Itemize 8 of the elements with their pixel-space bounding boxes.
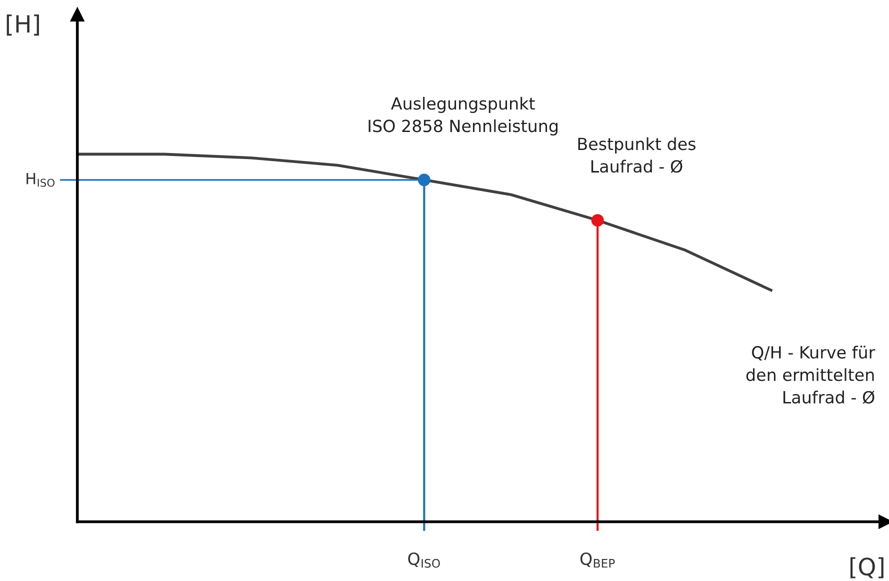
x-tick-label: Q$_{BEP}$ [580, 552, 615, 568]
annotation: Auslegungspunkt ISO 2858 Nennleistung [368, 96, 558, 136]
x-axis-title: [Q] [850, 557, 884, 578]
annotation: Bestpunkt des Laufrad - Ø [578, 137, 696, 174]
text: [H] [6, 14, 39, 36]
annotation: Q/H - Kurve für den ermittelten Laufrad - Ø [746, 346, 876, 404]
ref-line-label: H$_{ISO}$ [26, 172, 55, 187]
x-tick-label: Q$_{ISO}$ [408, 552, 440, 568]
